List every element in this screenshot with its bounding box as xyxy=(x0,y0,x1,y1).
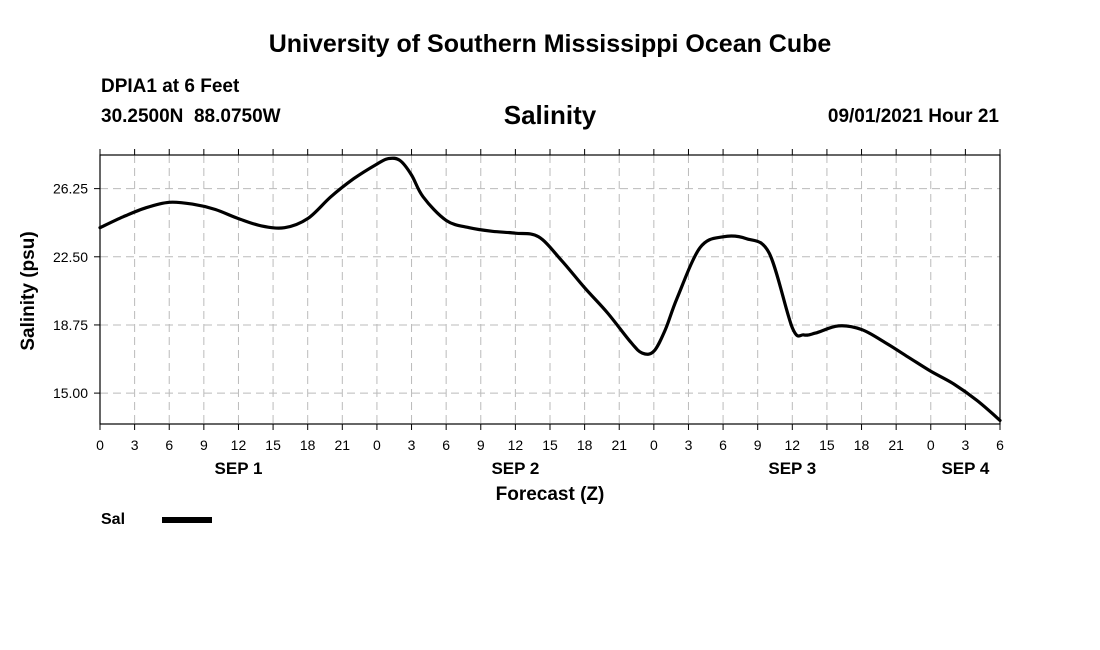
x-tick-label: 15 xyxy=(542,437,558,453)
x-tick-label: 15 xyxy=(819,437,835,453)
y-tick-label: 15.00 xyxy=(53,385,88,401)
x-tick-label: 3 xyxy=(685,437,693,453)
x-tick-label: 18 xyxy=(854,437,870,453)
y-axis-label: Salinity (psu) xyxy=(18,231,39,350)
x-tick-label: 12 xyxy=(785,437,801,453)
station-coordinates: 30.2500N 88.0750W xyxy=(101,106,281,127)
x-day-label: SEP 4 xyxy=(941,459,989,478)
x-tick-label: 9 xyxy=(754,437,762,453)
x-tick-label: 12 xyxy=(508,437,524,453)
x-axis-ticks: 0 3 6 9 12 15 18 21 0 3 6 9 12 15 18 21 0 3 6 9 12 15 18 21 0 3 6 xyxy=(96,149,1004,453)
y-axis-ticks: 15.00 18.75 22.50 26.25 xyxy=(53,181,100,401)
x-day-label: SEP 3 xyxy=(768,459,816,478)
chart-grid xyxy=(100,155,1000,424)
x-axis-label: Forecast (Z) xyxy=(496,484,605,505)
x-tick-label: 6 xyxy=(996,437,1004,453)
x-tick-label: 6 xyxy=(442,437,450,453)
x-tick-label: 0 xyxy=(373,437,381,453)
y-tick-label: 26.25 xyxy=(53,181,88,197)
x-tick-label: 9 xyxy=(477,437,485,453)
x-day-label: SEP 2 xyxy=(491,459,539,478)
x-tick-label: 3 xyxy=(408,437,416,453)
x-tick-label: 0 xyxy=(927,437,935,453)
x-tick-label: 18 xyxy=(300,437,316,453)
x-tick-label: 12 xyxy=(231,437,247,453)
x-axis-day-labels: SEP 1 SEP 2 SEP 3 SEP 4 xyxy=(215,459,990,478)
legend-label-sal: Sal xyxy=(101,511,125,528)
station-label: DPIA1 at 6 Feet xyxy=(101,76,240,97)
x-tick-label: 6 xyxy=(719,437,727,453)
x-tick-label: 0 xyxy=(650,437,658,453)
x-tick-label: 0 xyxy=(96,437,104,453)
x-tick-label: 21 xyxy=(888,437,904,453)
x-tick-label: 15 xyxy=(265,437,281,453)
series-line-sal xyxy=(98,156,1002,422)
x-tick-label: 9 xyxy=(200,437,208,453)
x-tick-label: 3 xyxy=(961,437,969,453)
x-tick-label: 6 xyxy=(165,437,173,453)
x-day-label: SEP 1 xyxy=(215,459,263,478)
variable-title: Salinity xyxy=(503,100,597,130)
series-layer xyxy=(98,156,1002,422)
x-tick-label: 18 xyxy=(577,437,593,453)
forecast-timestamp: 09/01/2021 Hour 21 xyxy=(827,106,999,127)
x-tick-label: 21 xyxy=(611,437,627,453)
chart-title-top: University of Southern Mississippi Ocean… xyxy=(268,30,832,58)
y-tick-label: 22.50 xyxy=(53,249,88,265)
y-tick-label: 18.75 xyxy=(53,317,88,333)
x-tick-label: 3 xyxy=(131,437,139,453)
x-tick-label: 21 xyxy=(335,437,351,453)
legend: Sal xyxy=(101,511,212,528)
